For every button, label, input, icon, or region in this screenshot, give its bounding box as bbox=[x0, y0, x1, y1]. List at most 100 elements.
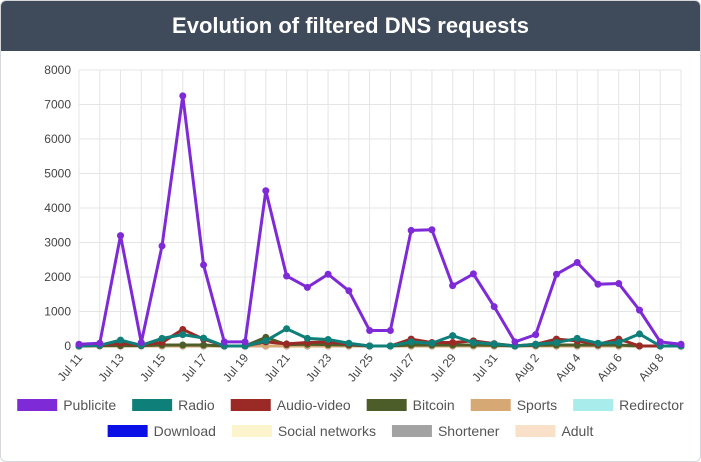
data-point-publicite[interactable] bbox=[179, 92, 187, 100]
legend[interactable]: Publicite Radio Audio-video Bitcoin Sports Re… bbox=[17, 397, 684, 439]
x-tick-label: Jul 15 bbox=[137, 351, 169, 385]
data-point-radio[interactable] bbox=[366, 342, 374, 350]
data-point-publicite[interactable] bbox=[241, 338, 249, 346]
data-point-publicite[interactable] bbox=[469, 270, 477, 278]
data-point-radio[interactable] bbox=[324, 335, 332, 343]
legend-swatch bbox=[366, 399, 407, 411]
legend-swatch bbox=[470, 399, 511, 411]
data-point-publicite[interactable] bbox=[615, 280, 623, 288]
legend-item-audio-video[interactable]: Audio-video bbox=[230, 397, 351, 413]
data-point-publicite[interactable] bbox=[594, 280, 602, 288]
legend-item-sports[interactable]: Sports bbox=[470, 397, 557, 413]
legend-label: Bitcoin bbox=[413, 397, 455, 413]
data-point-bitcoin[interactable] bbox=[179, 341, 187, 349]
legend-label: Radio bbox=[178, 397, 215, 413]
line-chart: 0 1000 2000 3000 4000 5000 6000 7000 8000 Jul 11… bbox=[17, 63, 685, 439]
legend-item-download[interactable]: Download bbox=[107, 423, 216, 439]
data-point-radio[interactable] bbox=[449, 332, 457, 340]
legend-label: Shortener bbox=[438, 423, 500, 439]
data-point-publicite[interactable] bbox=[635, 306, 643, 314]
data-point-audio-video[interactable] bbox=[283, 340, 291, 348]
data-point-publicite[interactable] bbox=[677, 340, 685, 348]
data-point-publicite[interactable] bbox=[449, 282, 457, 290]
legend-item-publicite[interactable]: Publicite bbox=[17, 397, 116, 413]
data-point-radio[interactable] bbox=[573, 334, 581, 342]
data-point-radio[interactable] bbox=[594, 339, 602, 347]
data-point-publicite[interactable] bbox=[345, 287, 353, 295]
legend-item-redirector[interactable]: Redirector bbox=[573, 397, 684, 413]
x-tick-label: Jul 21 bbox=[262, 351, 294, 385]
series-group bbox=[75, 92, 685, 350]
legend-item-bitcoin[interactable]: Bitcoin bbox=[366, 397, 455, 413]
data-point-publicite[interactable] bbox=[656, 338, 664, 346]
data-point-radio[interactable] bbox=[552, 339, 560, 347]
data-point-publicite[interactable] bbox=[428, 226, 436, 234]
legend-item-radio[interactable]: Radio bbox=[132, 397, 215, 413]
series-line-publicite bbox=[78, 94, 682, 346]
data-point-publicite[interactable] bbox=[366, 326, 374, 334]
chart-header: Evolution of filtered DNS requests bbox=[1, 1, 700, 51]
data-point-radio[interactable] bbox=[200, 334, 208, 342]
data-point-audio-video[interactable] bbox=[179, 325, 187, 333]
x-tick-label: Jul 29 bbox=[428, 351, 460, 385]
data-point-publicite[interactable] bbox=[407, 226, 415, 234]
x-tick-label: Aug 8 bbox=[636, 351, 667, 384]
y-tick-label: 4000 bbox=[44, 201, 71, 215]
data-point-publicite[interactable] bbox=[511, 338, 519, 346]
legend-label: Publicite bbox=[63, 397, 116, 413]
x-tick-label: Jul 17 bbox=[179, 351, 211, 385]
legend-item-shortener[interactable]: Shortener bbox=[391, 423, 500, 439]
data-point-publicite[interactable] bbox=[262, 187, 270, 195]
legend-item-social-networks[interactable]: Social networks bbox=[231, 423, 376, 439]
data-point-audio-video[interactable] bbox=[635, 342, 643, 350]
data-point-radio[interactable] bbox=[179, 331, 187, 339]
y-axis: 0 1000 2000 3000 4000 5000 6000 7000 8000 bbox=[44, 63, 71, 353]
data-point-radio[interactable] bbox=[428, 339, 436, 347]
legend-label: Audio-video bbox=[277, 397, 351, 413]
x-tick-label: Jul 27 bbox=[386, 351, 418, 385]
data-point-publicite[interactable] bbox=[117, 232, 125, 240]
data-point-publicite[interactable] bbox=[386, 326, 394, 334]
data-point-radio[interactable] bbox=[117, 336, 125, 344]
data-point-radio[interactable] bbox=[283, 325, 291, 333]
data-point-radio[interactable] bbox=[635, 330, 643, 338]
data-point-publicite[interactable] bbox=[303, 283, 311, 291]
data-point-radio[interactable] bbox=[303, 334, 311, 342]
data-point-radio[interactable] bbox=[469, 339, 477, 347]
data-point-radio[interactable] bbox=[615, 339, 623, 347]
data-point-publicite[interactable] bbox=[200, 261, 208, 269]
data-point-radio[interactable] bbox=[386, 342, 394, 350]
legend-item-adult[interactable]: Adult bbox=[515, 423, 593, 439]
data-point-publicite[interactable] bbox=[490, 303, 498, 311]
data-point-bitcoin[interactable] bbox=[200, 341, 208, 349]
data-point-publicite[interactable] bbox=[158, 242, 166, 250]
data-point-radio[interactable] bbox=[532, 340, 540, 348]
data-point-publicite[interactable] bbox=[573, 259, 581, 267]
x-axis: Jul 11 Jul 13 Jul 15 Jul 17 Jul 19 Jul 21 Jul … bbox=[55, 351, 667, 385]
legend-swatch bbox=[107, 425, 148, 437]
data-point-publicite[interactable] bbox=[532, 331, 540, 339]
legend-swatch bbox=[573, 399, 614, 411]
y-tick-label: 7000 bbox=[44, 98, 71, 112]
data-point-radio[interactable] bbox=[407, 338, 415, 346]
data-point-publicite[interactable] bbox=[96, 339, 104, 347]
data-point-radio[interactable] bbox=[158, 334, 166, 342]
data-point-publicite[interactable] bbox=[137, 339, 145, 347]
data-point-radio[interactable] bbox=[490, 340, 498, 348]
x-tick-label: Jul 23 bbox=[303, 351, 335, 385]
data-point-publicite[interactable] bbox=[552, 270, 560, 278]
data-point-publicite[interactable] bbox=[324, 270, 332, 278]
y-tick-label: 3000 bbox=[44, 236, 71, 250]
data-point-radio[interactable] bbox=[345, 339, 353, 347]
x-tick-label: Jul 19 bbox=[220, 351, 252, 385]
data-point-publicite[interactable] bbox=[75, 340, 83, 348]
data-point-publicite[interactable] bbox=[220, 338, 228, 346]
data-point-publicite[interactable] bbox=[283, 272, 291, 280]
series-publicite bbox=[75, 92, 685, 348]
x-tick-label: Jul 31 bbox=[469, 351, 501, 385]
data-point-audio-video[interactable] bbox=[449, 339, 457, 347]
legend-swatch bbox=[391, 425, 432, 437]
data-point-radio[interactable] bbox=[262, 337, 270, 345]
legend-label: Download bbox=[154, 423, 216, 439]
